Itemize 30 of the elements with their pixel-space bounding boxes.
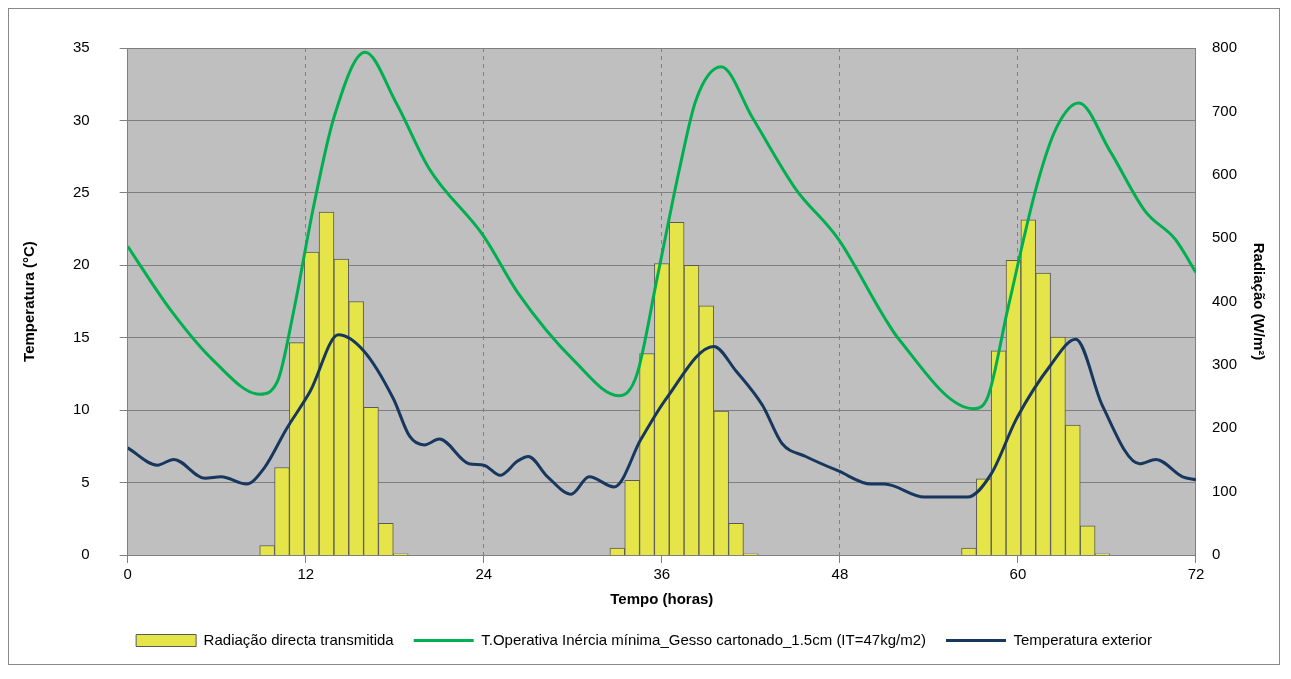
x-tick-label: 36 — [653, 565, 671, 583]
y2-tick-label: 700 — [1211, 101, 1237, 119]
legend-label: Radiação directa transmitida — [203, 630, 395, 648]
y-axis-title: Temperatura (°C) — [20, 241, 38, 362]
y-tick-label: 20 — [73, 255, 90, 273]
y-tick-label: 0 — [81, 545, 90, 563]
y2-tick-label: 0 — [1211, 545, 1221, 563]
x-tick-label: 12 — [297, 565, 315, 583]
y-tick-label: 10 — [73, 400, 90, 418]
x-axis-title: Tempo (horas) — [610, 590, 714, 608]
y2-tick-label: 800 — [1211, 38, 1237, 56]
legend-label: T.Operativa Inércia mínima_Gesso cartonado_1.5cm (IT=47kg/m2) — [481, 630, 926, 648]
y2-axis-title: Radiação (W/m²) — [1250, 242, 1268, 361]
y-tick-label: 30 — [73, 110, 90, 128]
x-tick-label: 0 — [123, 565, 132, 583]
x-tick-label: 72 — [1187, 565, 1205, 583]
x-tick-label: 48 — [831, 565, 849, 583]
legend-label: Temperatura exterior — [1013, 630, 1152, 648]
x-tick-label: 24 — [475, 565, 493, 583]
y2-tick-label: 100 — [1211, 481, 1237, 499]
y-tick-label: 35 — [73, 38, 90, 56]
y-tick-label: 5 — [81, 472, 90, 490]
y2-tick-label: 600 — [1211, 164, 1237, 182]
y2-tick-label: 300 — [1211, 355, 1237, 373]
y-tick-label: 25 — [73, 183, 90, 200]
y2-tick-label: 400 — [1211, 291, 1237, 309]
y2-tick-label: 500 — [1211, 228, 1237, 246]
y2-tick-label: 200 — [1211, 418, 1237, 436]
x-tick-label: 60 — [1009, 565, 1027, 583]
y-tick-label: 15 — [73, 327, 90, 345]
